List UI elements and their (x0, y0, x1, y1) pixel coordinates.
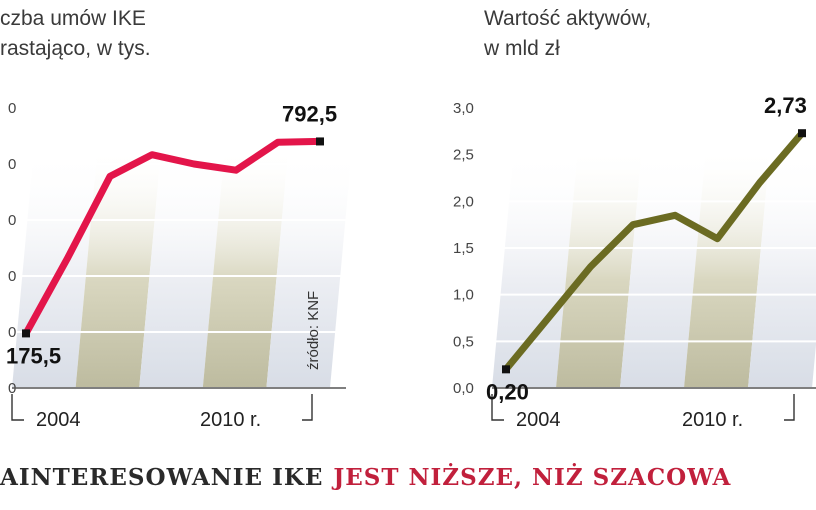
y-tick-label: 0,5 (453, 333, 474, 350)
x-bracket-right (302, 394, 313, 421)
source-note: źródło: KNF (305, 291, 322, 370)
end-marker (798, 129, 806, 138)
x-tick-label: 2004 (516, 409, 561, 431)
background-stripe (492, 148, 578, 388)
end-value-label: 2,73 (764, 93, 807, 118)
background-stripe (139, 148, 225, 388)
end-value-label: 792,5 (282, 101, 337, 126)
x-tick-label: 2010 r. (200, 409, 261, 431)
headline-part-1: AINTERESOWANIE IKE (0, 464, 324, 491)
background-stripe (556, 148, 642, 388)
series-line (22, 137, 324, 337)
y-tick-label: 0 (8, 268, 16, 285)
y-tick-label: 2,0 (453, 193, 474, 210)
headline: AINTERESOWANIE IKE JEST NIŻSZE, NIŻ SZACO… (0, 463, 731, 493)
x-tick-label: 2004 (36, 409, 81, 431)
x-bracket-left (11, 394, 24, 421)
y-tick-label: 0 (8, 156, 16, 173)
y-tick-label: 1,0 (453, 287, 474, 304)
right-title-line-1: Wartość aktywów, (484, 7, 652, 30)
left-chart-title: czba umów IKE rastająco, w tys. (0, 4, 151, 64)
y-tick-label: 0 (8, 100, 16, 117)
start-value-label: 175,5 (6, 343, 61, 368)
left-title-line-1: czba umów IKE (0, 7, 146, 30)
right-title-line-2: w mld zł (484, 37, 560, 60)
background-stripe (266, 148, 352, 388)
x-tick-label: 2010 r. (682, 409, 743, 431)
y-tick-label: 0 (8, 212, 16, 229)
y-tick-label: 3,0 (453, 100, 474, 117)
start-marker (22, 329, 30, 338)
y-tick-label: 2,5 (453, 147, 474, 164)
start-value-label: 0,20 (486, 379, 529, 404)
series-line (502, 129, 806, 373)
background-stripe (620, 148, 706, 388)
end-marker (316, 137, 324, 146)
headline-part-2: JEST NIŻSZE, NIŻ SZACOWA (333, 464, 732, 491)
left-title-line-2: rastająco, w tys. (0, 37, 151, 60)
background-stripe (12, 148, 98, 388)
background-stripe (748, 148, 816, 388)
background-stripe (202, 148, 289, 388)
x-bracket-left (491, 394, 504, 421)
start-marker (502, 365, 510, 374)
background-stripe (684, 148, 770, 388)
x-bracket-right (784, 394, 795, 421)
right-chart: 0,0 0,5 1,0 1,5 2,0 2,5 3,0 2004 2010 r. 0,20 2,73 (453, 93, 816, 431)
y-tick-label: 1,5 (453, 240, 474, 257)
y-tick-label: 0 (8, 324, 16, 341)
y-tick-label: 0,0 (453, 380, 474, 397)
right-chart-title: Wartość aktywów, w mld zł (484, 4, 651, 64)
